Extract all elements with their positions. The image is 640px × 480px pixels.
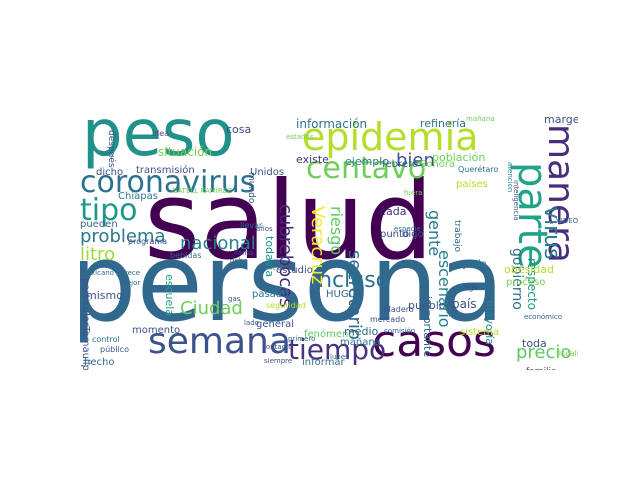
word: siempre <box>264 357 293 365</box>
word: salud <box>144 159 434 284</box>
word: lunes <box>330 353 349 361</box>
word: fuera <box>404 189 423 197</box>
word: comisión <box>384 327 416 335</box>
word: situación <box>158 145 213 159</box>
word: peso <box>82 110 235 171</box>
word: hecho <box>84 357 115 368</box>
word: pueden <box>80 219 118 230</box>
word: estudio <box>276 265 313 276</box>
word: mañana <box>466 115 495 123</box>
word: toda <box>522 337 547 350</box>
word: pasado <box>252 289 289 300</box>
word: cosa <box>226 123 252 136</box>
word: mismo <box>86 289 123 302</box>
word: inteligencia <box>512 180 520 221</box>
word: ayuda <box>456 259 487 270</box>
word: casos <box>372 316 496 367</box>
word: idea <box>152 129 170 138</box>
word: Unidos <box>250 167 285 178</box>
word: programa <box>128 237 168 246</box>
word: mexicano parece <box>80 269 141 277</box>
word: ejemplo <box>345 155 390 168</box>
word: años <box>256 225 273 233</box>
word: Madero <box>384 305 414 314</box>
word: países <box>456 179 488 190</box>
word: sistema <box>460 327 500 338</box>
word: bien <box>396 150 435 171</box>
word: febrero <box>382 159 419 170</box>
word: Ciudad <box>180 298 243 319</box>
word: contacto <box>262 343 293 351</box>
word: Querétaro <box>458 165 499 174</box>
word: escenario <box>435 250 454 328</box>
word: fenómeno <box>304 329 355 340</box>
word: existe <box>296 153 329 166</box>
word: liga <box>464 283 479 292</box>
word: llama <box>234 249 254 257</box>
word: bebidas <box>170 251 202 260</box>
word: particularTamaulipas <box>80 278 91 370</box>
word: VIDEO <box>556 217 578 225</box>
word: todavía <box>263 236 276 278</box>
word: pueblo <box>408 299 446 312</box>
word: control <box>92 335 120 344</box>
word: mercado <box>370 315 406 324</box>
word: tipo <box>80 193 138 228</box>
word: Sonora <box>420 159 456 170</box>
word: seguridad <box>266 301 306 310</box>
word: hoy <box>100 149 115 158</box>
word: HUGO <box>326 289 357 300</box>
word: escuela <box>163 274 176 317</box>
word: precio <box>516 342 572 363</box>
word: debe <box>230 257 248 265</box>
word: obesidad <box>504 263 554 276</box>
word: litro <box>80 244 116 265</box>
word: virus <box>539 206 564 260</box>
word: nacional <box>180 233 256 254</box>
word: general <box>256 319 295 330</box>
word: incluso <box>312 268 390 293</box>
word: Chiapas <box>118 191 158 202</box>
word: población <box>432 151 486 164</box>
word: llevar <box>240 221 263 230</box>
word: mayoría <box>483 300 496 346</box>
word: estados <box>286 133 314 141</box>
word: problema <box>80 226 166 247</box>
word: información <box>296 117 368 131</box>
word: público <box>100 345 129 354</box>
word: coronavirus <box>80 165 256 200</box>
word: primero <box>288 335 316 343</box>
word: tiempo <box>288 333 387 366</box>
word-cloud: salud persona peso epidemia coronavirus … <box>80 110 578 370</box>
word: semana <box>148 321 291 362</box>
word: persona <box>80 221 505 346</box>
word: fiscalía <box>556 349 578 358</box>
word: margen <box>544 113 578 126</box>
word: importante <box>421 296 434 358</box>
word: mañana <box>340 337 381 348</box>
word: riesgo <box>327 206 346 256</box>
word: país <box>452 297 477 311</box>
word: dicho <box>96 167 124 178</box>
word: GATELL RAMÍREZ <box>172 187 232 195</box>
word: trabajo <box>452 220 462 252</box>
word: informar <box>302 357 345 368</box>
word: cada <box>380 205 407 218</box>
word: familia <box>526 368 556 371</box>
word: transmisión <box>136 165 195 176</box>
word: epidemia <box>302 115 479 159</box>
word: digo <box>402 229 424 240</box>
word: centavo <box>306 151 427 186</box>
word: punto <box>380 229 410 240</box>
word: especie <box>394 225 421 233</box>
word: medio <box>344 325 379 338</box>
word: mejor <box>120 279 141 287</box>
word: gas <box>228 295 241 303</box>
word: refinería <box>420 117 467 130</box>
word: mundo <box>246 172 256 204</box>
word: económico <box>524 313 563 321</box>
word: momento <box>132 325 181 336</box>
word: proceso <box>506 277 546 288</box>
word: lado <box>244 319 259 327</box>
